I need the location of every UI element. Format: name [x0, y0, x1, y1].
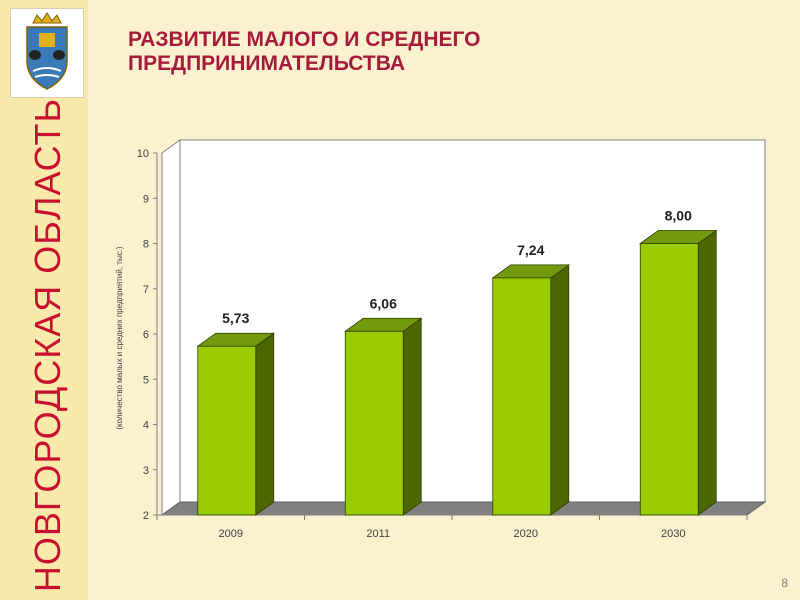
y-axis-label: (количество малых и средних предприятий,…	[115, 246, 124, 430]
bar-side	[255, 332, 275, 516]
page-number: 8	[781, 576, 788, 590]
bar-2030: 8,00	[639, 208, 718, 516]
sidebar: НОВГОРОДСКАЯ ОБЛАСТЬ	[0, 0, 88, 600]
bar-2009: 5,73	[196, 310, 275, 516]
y-tick-label: 7	[143, 284, 149, 296]
chart-area: 2 3 4 5 6 7 8 9 10 2009 2011 2020 2030 5,73 6,06 7,24…	[95, 118, 785, 558]
slide-title-line-1: РАЗВИТИЕ МАЛОГО И СРЕДНЕГО	[128, 28, 481, 51]
y-tick-label: 5	[143, 374, 149, 386]
bar-chart: 2 3 4 5 6 7 8 9 10 2009 2011 2020 2030 5,73 6,06 7,24…	[115, 139, 767, 540]
chart-side-wall	[161, 139, 181, 516]
bar-side	[402, 317, 422, 516]
bar-2020: 7,24	[491, 242, 570, 516]
x-tick-label: 2030	[661, 528, 685, 540]
y-tick-label: 6	[143, 329, 149, 341]
y-tick-label: 10	[137, 148, 149, 160]
bar-side	[697, 229, 717, 516]
bar-front	[197, 345, 257, 516]
bar-front	[639, 243, 699, 516]
y-tick-label: 4	[143, 420, 149, 432]
bar-front	[492, 277, 552, 516]
bar-front	[344, 330, 404, 516]
y-tick-label: 9	[143, 193, 149, 205]
x-tick-label: 2011	[366, 528, 390, 540]
bar-value-label: 8,00	[665, 208, 692, 224]
x-tick-label: 2009	[219, 528, 243, 540]
y-tick-label: 8	[143, 239, 149, 251]
bar-value-label: 5,73	[222, 310, 249, 326]
x-tick-label: 2020	[514, 528, 538, 540]
coat-of-arms-logo	[10, 8, 84, 98]
slide-title: РАЗВИТИЕ МАЛОГО И СРЕДНЕГО ПРЕДПРИНИМАТЕ…	[128, 28, 688, 76]
bar-side	[550, 264, 570, 516]
y-tick-label: 2	[143, 510, 149, 522]
bar-2011: 6,06	[344, 295, 423, 516]
sidebar-region-title: НОВГОРОДСКАЯ ОБЛАСТЬ	[27, 97, 68, 593]
bar-value-label: 6,06	[370, 295, 397, 311]
slide-title-line-2: ПРЕДПРИНИМАТЕЛЬСТВА	[128, 52, 406, 75]
y-tick-label: 3	[143, 465, 149, 477]
bar-value-label: 7,24	[517, 242, 544, 258]
